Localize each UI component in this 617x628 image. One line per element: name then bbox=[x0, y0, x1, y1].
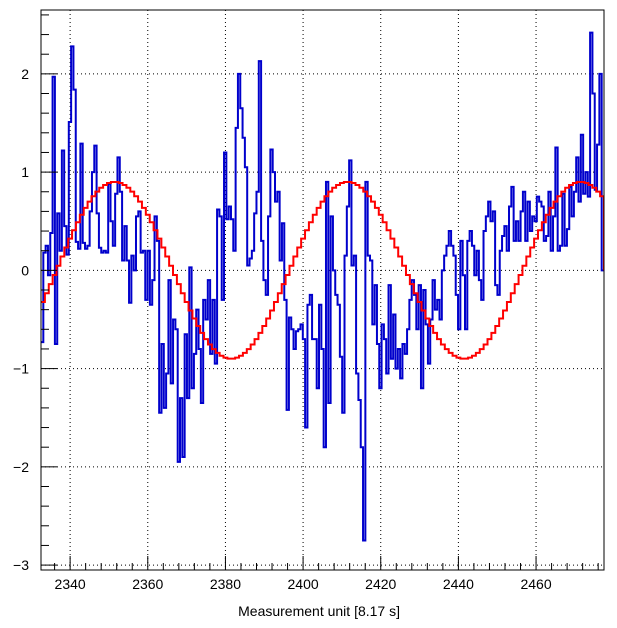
series-layer bbox=[41, 31, 604, 542]
fit-curve-line bbox=[41, 181, 604, 360]
y-tick-label: 2 bbox=[21, 66, 29, 82]
x-tick-label: 2400 bbox=[288, 576, 319, 592]
y-tick-label: −1 bbox=[13, 361, 29, 377]
plot-background bbox=[41, 10, 604, 570]
x-axis: 2340 2360 2380 2400 2420 2440 2460 bbox=[54, 556, 599, 592]
y-tick-label: 0 bbox=[21, 262, 29, 278]
y-tick-label: 1 bbox=[21, 164, 29, 180]
x-tick-label: 2440 bbox=[443, 576, 474, 592]
x-tick-label: 2380 bbox=[210, 576, 241, 592]
plot-area bbox=[41, 10, 604, 570]
y-tick-label: −2 bbox=[13, 459, 29, 475]
x-tick-label: 2360 bbox=[132, 576, 163, 592]
x-tick-label: 2340 bbox=[55, 576, 86, 592]
x-axis-title: Measurement unit [8.17 s] bbox=[238, 603, 400, 619]
x-tick-label: 2420 bbox=[365, 576, 396, 592]
y-tick-label: −3 bbox=[13, 557, 29, 573]
y-axis: −3 −2 −1 0 1 2 bbox=[13, 14, 57, 573]
data-series-line bbox=[41, 31, 604, 542]
x-tick-label: 2460 bbox=[520, 576, 551, 592]
